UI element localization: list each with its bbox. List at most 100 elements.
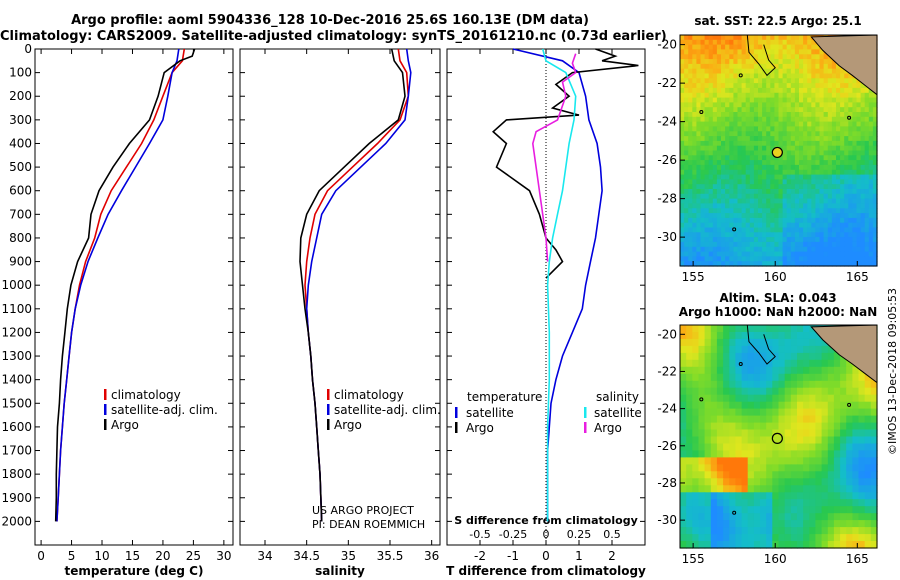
sla-map-title-line1: Altim. SLA: 0.043 [719, 291, 836, 305]
map-frame [679, 34, 878, 267]
figure-title-line1: Argo profile: aoml 5904336_128 10-Dec-20… [71, 13, 589, 28]
island [738, 362, 743, 367]
legend-label: Argo [111, 418, 139, 432]
legend-title: temperature [467, 390, 542, 404]
secondary-x-tick-label: -0.5 [469, 528, 490, 541]
temperature-profile: 0100200300400500600700800900100011001200… [1, 42, 234, 578]
x-axis-label: T difference from climatology [446, 564, 646, 578]
x-tick-label: 36 [424, 549, 439, 563]
timestamp: ©IMOS 13-Dec-2018 09:05:53 [886, 288, 899, 455]
x-tick-label: -1 [507, 549, 519, 563]
legend-label: climatology [111, 388, 181, 402]
x-tick-label: -2 [474, 549, 486, 563]
x-axis-label: salinity [315, 564, 365, 578]
legend-swatch [455, 422, 458, 433]
lat-tick-label: -30 [657, 513, 677, 527]
legend-swatch [104, 389, 107, 400]
depth-tick-label: 1000 [1, 278, 32, 292]
depth-tick-label: 200 [9, 89, 32, 103]
legend-label: satellite-adj. clim. [334, 403, 441, 417]
figure-title-line2: Climatology: CARS2009. Satellite-adjuste… [0, 29, 667, 44]
island [699, 110, 704, 114]
secondary-x-tick-label: 0.5 [603, 528, 621, 541]
x-tick-label: 30 [216, 549, 231, 563]
series-satellite-adj-clim- [56, 48, 180, 522]
island [732, 510, 737, 515]
series-salinity-argo [531, 53, 577, 262]
lat-tick-label: -24 [657, 402, 677, 416]
depth-tick-label: 2000 [1, 514, 32, 528]
legend-swatch [455, 407, 458, 418]
island [732, 227, 737, 232]
depth-tick-label: 1800 [1, 467, 32, 481]
x-tick-label: 35.5 [377, 549, 404, 563]
lat-tick-label: -28 [657, 476, 677, 490]
map-frame [679, 324, 878, 549]
lon-tick-label: 160 [764, 270, 787, 284]
legend-swatch [584, 422, 587, 433]
depth-tick-label: 100 [9, 66, 32, 80]
panel-frame [239, 48, 441, 546]
series-climatology [304, 48, 410, 522]
legend-label: satellite [594, 406, 642, 420]
depth-tick-label: 1400 [1, 373, 32, 387]
panel-frame [34, 48, 234, 546]
legend-swatch [327, 389, 330, 400]
lat-tick-label: -20 [657, 327, 677, 341]
secondary-x-tick-label: 0 [543, 528, 550, 541]
lat-tick-label: -26 [657, 439, 677, 453]
credit-line2: PI: DEAN ROEMMICH [312, 518, 425, 531]
reef-outline [746, 34, 776, 77]
x-axis-label: temperature (deg C) [65, 564, 204, 578]
argo-location-marker [771, 432, 783, 444]
lon-tick-label: 165 [846, 270, 869, 284]
x-tick-label: 5 [68, 549, 76, 563]
depth-tick-label: 900 [9, 255, 32, 269]
depth-tick-label: 0 [24, 42, 32, 56]
series-salinity-satellite [541, 48, 577, 522]
depth-tick-label: 1300 [1, 349, 32, 363]
lat-tick-label: -30 [657, 230, 677, 244]
legend-label: satellite [466, 406, 514, 420]
x-tick-label: 0 [37, 549, 45, 563]
series-temperature-satellite [512, 48, 603, 522]
island [847, 115, 852, 120]
legend-label: Argo [334, 418, 362, 432]
x-tick-label: 20 [155, 549, 170, 563]
depth-tick-label: 600 [9, 184, 32, 198]
depth-tick-label: 400 [9, 136, 32, 150]
series-climatology [56, 48, 186, 522]
secondary-x-tick-label: 0.25 [567, 528, 592, 541]
lon-tick-label: 155 [682, 552, 705, 566]
lat-tick-label: -28 [657, 192, 677, 206]
x-tick-label: 0 [542, 549, 550, 563]
sst-map: 155 160 165 -20 -22 -24 -26 -28 -30 [657, 34, 878, 284]
island [847, 402, 852, 407]
reef-outline [746, 324, 776, 365]
sst-map-title: sat. SST: 22.5 Argo: 25.1 [694, 14, 861, 28]
depth-tick-label: 1700 [1, 444, 32, 458]
sla-map-title-line2: Argo h1000: NaN h2000: NaN [679, 305, 878, 319]
depth-tick-label: 1100 [1, 302, 32, 316]
sla-map: 155 160 165 -20 -22 -24 -26 -28 -30 [657, 324, 878, 566]
lon-tick-label: 165 [846, 552, 869, 566]
depth-tick-label: 1900 [1, 491, 32, 505]
x-tick-label: 10 [94, 549, 109, 563]
x-tick-label: 34.5 [293, 549, 320, 563]
legend-label: satellite-adj. clim. [111, 403, 218, 417]
x-tick-label: 1 [575, 549, 583, 563]
legend-swatch [104, 404, 107, 415]
series-argo [54, 48, 196, 522]
secondary-x-tick-label: -0.25 [499, 528, 527, 541]
argo-location-marker [771, 146, 783, 159]
depth-tick-label: 700 [9, 207, 32, 221]
x-tick-label: 35 [341, 549, 356, 563]
depth-tick-label: 1600 [1, 420, 32, 434]
x-tick-label: 34 [257, 549, 272, 563]
lat-tick-label: -22 [657, 76, 677, 90]
series-satellite-adj-clim- [305, 48, 412, 522]
series-argo [299, 48, 406, 522]
difference-profile: -2 -1 0 1 2 S difference from climatology-0.5… [446, 48, 646, 578]
